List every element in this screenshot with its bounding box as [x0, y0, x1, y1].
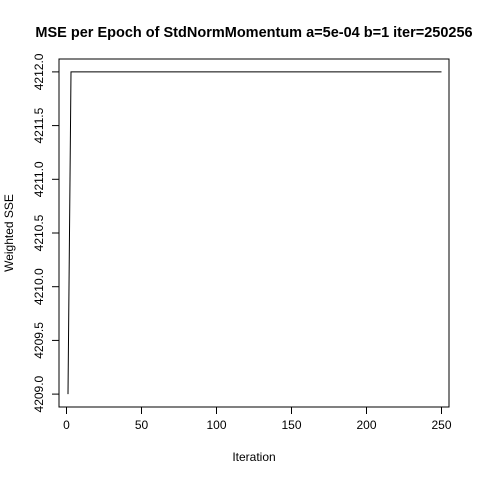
x-tick-label: 0 [63, 418, 70, 432]
series-layer [67, 71, 442, 395]
x-tick-label: 250 [431, 418, 451, 432]
x-tick-label: 100 [206, 418, 226, 432]
y-tick-label: 4212.0 [32, 53, 46, 90]
x-tick-label: 200 [356, 418, 376, 432]
y-axis: 4209.0 4209.5 4210.0 4210.5 4211.0 4211.5 4212… [32, 53, 59, 412]
chart-title: MSE per Epoch of StdNormMomentum a=5e-04… [35, 25, 472, 41]
x-axis-label: Iteration [232, 450, 275, 464]
y-tick-label: 4211.0 [32, 161, 46, 197]
y-tick-label: 4210.0 [32, 268, 46, 305]
series-line [67, 71, 442, 395]
plot-frame [58, 58, 450, 408]
y-tick-label: 4210.5 [32, 214, 46, 251]
y-axis-label: Weighted SSE [2, 194, 16, 272]
y-tick-label: 4211.5 [32, 107, 46, 143]
x-tick-label: 150 [281, 418, 301, 432]
x-tick-label: 50 [135, 418, 149, 432]
y-tick-label: 4209.0 [32, 375, 46, 412]
x-axis: 0 50 100 150 200 250 [63, 407, 452, 432]
y-tick-label: 4209.5 [32, 322, 46, 359]
